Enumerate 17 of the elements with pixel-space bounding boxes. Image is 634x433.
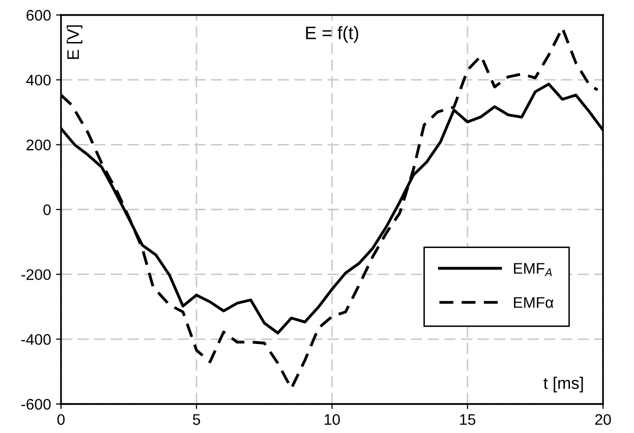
y-tick-label: 200 — [26, 140, 51, 150]
y-tick-label: 0 — [43, 204, 51, 216]
legend-label: EMFα — [514, 297, 554, 308]
x-tick-label: 15 — [460, 414, 476, 425]
x-tick-label: 0 — [57, 414, 65, 425]
x-tick-label: 10 — [324, 414, 340, 425]
x-axis-title: t [ms] — [544, 376, 583, 392]
y-tick-label: 400 — [26, 74, 51, 86]
y-tick-label: -600 — [21, 398, 51, 410]
x-tick-label: 5 — [192, 414, 200, 425]
y-tick-label: -400 — [21, 334, 51, 345]
legend-label: EMF$_{A}$ — [514, 263, 552, 276]
y-tick-label: 600 — [26, 10, 51, 21]
x-tick-label: 20 — [595, 414, 611, 425]
text: E = f(t) — [306, 26, 358, 43]
y-axis-title: E [V] — [66, 25, 82, 59]
y-tick-label: -200 — [21, 269, 51, 280]
